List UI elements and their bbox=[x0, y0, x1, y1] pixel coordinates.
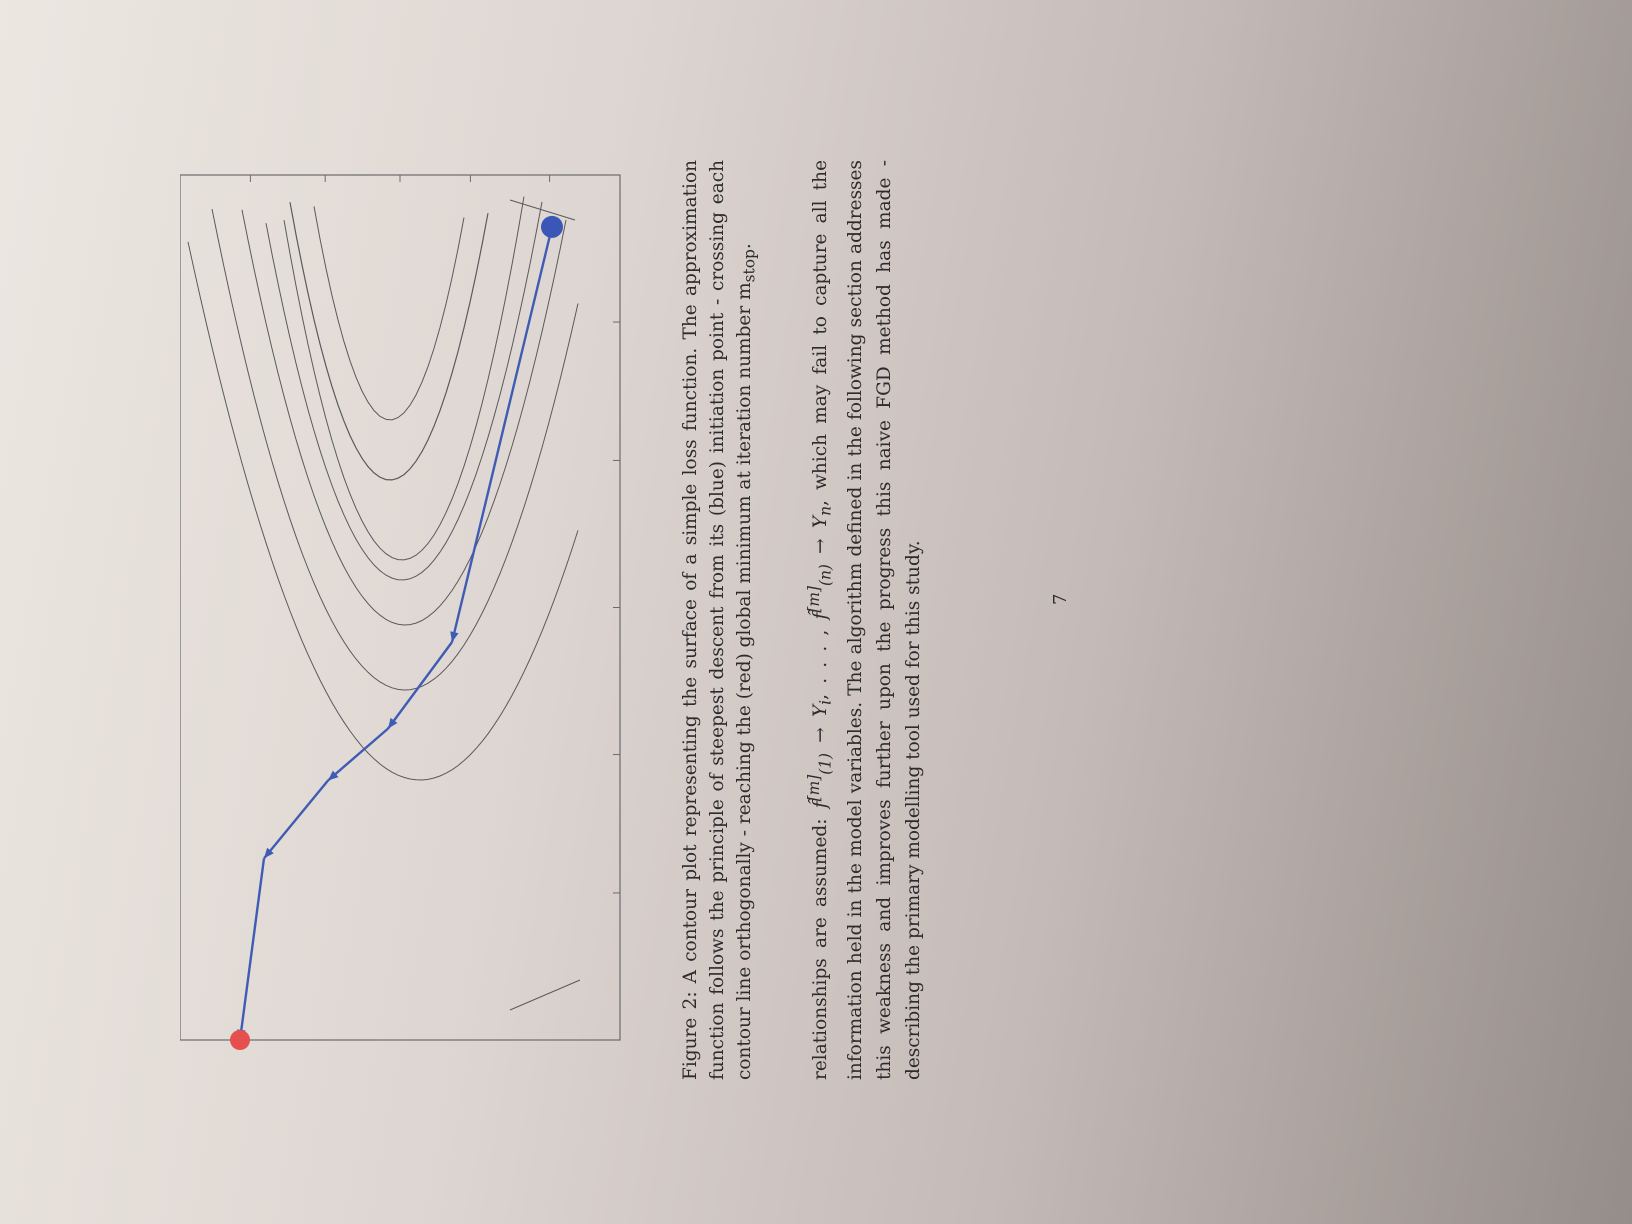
descent-arrowhead-4 bbox=[388, 717, 398, 729]
caption-end: . bbox=[734, 243, 755, 250]
contour-4 bbox=[265, 201, 543, 581]
caption-text: A contour plot representing the surface … bbox=[680, 159, 755, 1080]
contour-figure bbox=[180, 174, 621, 1050]
f-hat-1: f̂[m](1) bbox=[805, 752, 835, 809]
descent-segment-3 bbox=[327, 727, 389, 782]
contour-3 bbox=[241, 209, 567, 626]
start-point bbox=[541, 215, 563, 238]
descent-segment-2 bbox=[263, 779, 329, 860]
descent-arrowhead-3 bbox=[328, 770, 339, 781]
figure-caption: Figure 2:A contour plot representing the… bbox=[677, 160, 764, 1080]
contour-1 bbox=[187, 241, 579, 781]
axis-ticks bbox=[180, 175, 621, 894]
comma-dots: , . . . , bbox=[810, 629, 832, 700]
descent-segment-4 bbox=[387, 641, 453, 730]
contour-6 bbox=[289, 202, 489, 481]
contour-5 bbox=[283, 196, 525, 561]
figure-label: Figure 2: bbox=[680, 991, 701, 1080]
arrow-1: → bbox=[810, 727, 832, 743]
endpoints bbox=[230, 215, 563, 1050]
end-point bbox=[230, 1030, 250, 1050]
plot-frame bbox=[180, 174, 621, 1041]
arrow-2: → bbox=[810, 538, 832, 554]
caption-subscript: stop bbox=[740, 249, 759, 283]
contour-2 bbox=[211, 208, 579, 691]
descent-path bbox=[237, 226, 554, 1041]
descent-segment-1 bbox=[238, 858, 266, 1041]
descent-arrowhead-2 bbox=[264, 847, 274, 859]
y-i: Yi bbox=[810, 699, 835, 718]
rotated-page: Figure 2:A contour plot representing the… bbox=[180, 160, 1080, 1080]
y-n: Yn bbox=[810, 505, 835, 529]
body-paragraph: relationships are assumed: f̂[m](1) → Yi… bbox=[800, 160, 928, 1080]
paragraph-intro: relationships are assumed: bbox=[810, 818, 832, 1080]
contour-edge-left bbox=[509, 979, 581, 1011]
plot-border bbox=[180, 174, 621, 1041]
contour-7 bbox=[313, 206, 465, 421]
page-number: 7 bbox=[1050, 593, 1071, 605]
descent-segment-5 bbox=[450, 226, 554, 643]
contour-lines bbox=[187, 196, 581, 1011]
descent-arrowhead-5 bbox=[450, 631, 459, 643]
contour-edge-right bbox=[509, 199, 576, 221]
f-hat-n: f̂[m](n) bbox=[805, 564, 835, 620]
